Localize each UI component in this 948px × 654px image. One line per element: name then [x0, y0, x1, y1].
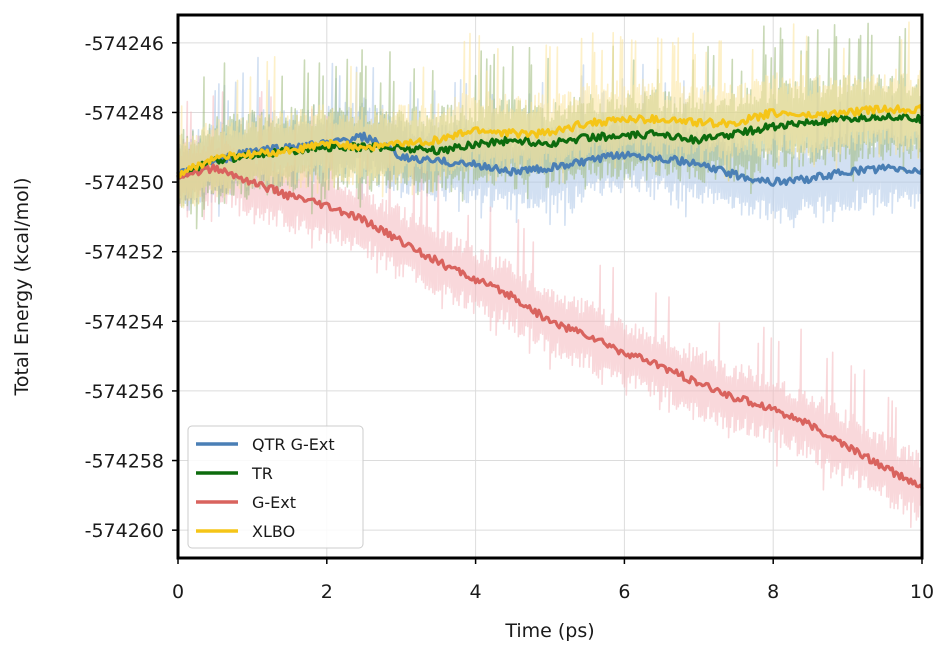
legend-box [187, 425, 364, 549]
legend: QTR G-Ext TR G-Ext XLBO [187, 425, 364, 549]
series-line-xlbo [176, 104, 924, 179]
legend-label: QTR G-Ext [252, 435, 335, 454]
series-line-g-ext [176, 163, 924, 490]
plot-frame [176, 13, 924, 560]
band-xlbo [177, 21, 923, 209]
x-tick-label: 2 [321, 581, 333, 603]
y-tick-label: -574254 [85, 311, 164, 333]
x-tick-label: 10 [910, 581, 934, 603]
legend-label: G-Ext [252, 493, 296, 512]
x-tick-label: 6 [618, 581, 630, 603]
y-tick-label: -574260 [85, 520, 164, 542]
x-tick-label: 0 [172, 581, 184, 603]
legend-label: TR [251, 464, 273, 483]
y-axis-title: Total Energy (kcal/mol) [11, 178, 33, 397]
y-tick-label: -574248 [85, 102, 164, 124]
y-tick-label: -574250 [85, 172, 164, 194]
y-tick-label: -574258 [85, 451, 164, 473]
y-tick-label: -574252 [85, 242, 164, 264]
x-tick-label: 4 [470, 581, 482, 603]
x-axis-title: Time (ps) [504, 620, 594, 642]
x-tick-label: 8 [767, 581, 779, 603]
y-tick-label: -574256 [85, 381, 164, 403]
legend-label: XLBO [252, 522, 295, 541]
series-lines [176, 104, 924, 490]
axis-ticks: 0 2 4 6 8 10 -574246 -574248 -574250 -574252 -5742… [85, 33, 934, 603]
y-tick-label: -574246 [85, 33, 164, 55]
